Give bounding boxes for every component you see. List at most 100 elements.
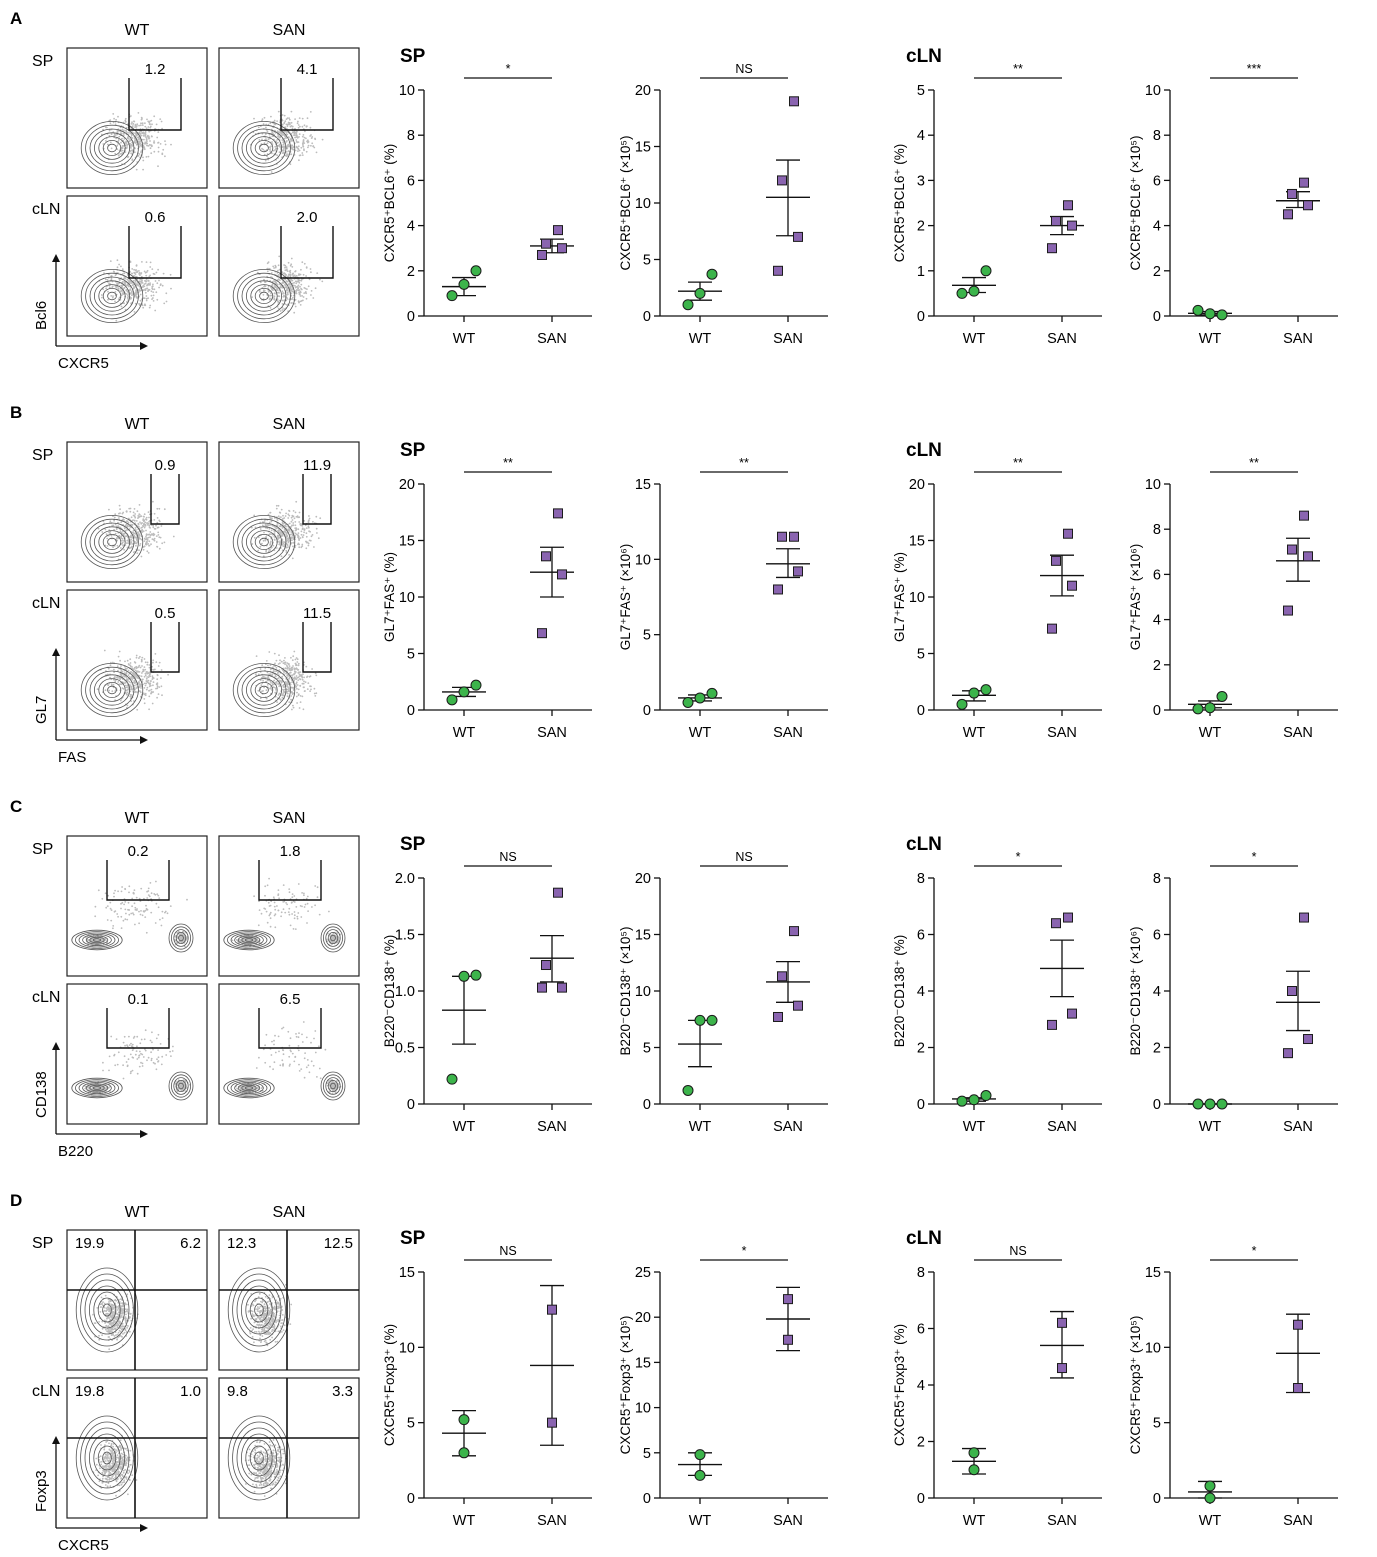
flow-event-dot <box>303 906 306 908</box>
flow-event-dot <box>155 1037 158 1040</box>
flow-event-dot <box>266 270 269 273</box>
flow-event-dot <box>298 133 301 136</box>
flow-event-dot <box>302 534 305 536</box>
flow-event-dot <box>116 544 119 547</box>
flow-event-dot <box>133 902 136 905</box>
flow-event-dot <box>257 549 260 552</box>
flow-event-dot <box>133 311 136 313</box>
gate-percentage: 0.9 <box>155 457 176 474</box>
flow-event-dot <box>281 527 284 529</box>
flow-event-dot <box>169 273 172 276</box>
flow-event-dot <box>296 915 299 918</box>
flow-event-dot <box>295 695 298 698</box>
flow-event-dot <box>138 671 141 673</box>
flow-event-dot <box>132 280 135 282</box>
flow-event-dot <box>136 1072 139 1075</box>
flow-event-dot <box>309 675 312 678</box>
flow-event-dot <box>133 889 136 891</box>
flow-event-dot <box>151 678 154 680</box>
flow-event-dot <box>165 1054 168 1056</box>
flow-event-dot <box>112 683 115 686</box>
flow-event-dot <box>120 907 122 910</box>
flow-event-dot <box>115 537 118 539</box>
flow-event-dot <box>130 687 133 690</box>
flow-event-dot <box>295 664 298 667</box>
flow-event-dot <box>109 260 112 262</box>
flow-event-dot <box>295 500 298 503</box>
flow-event-dot <box>150 691 153 693</box>
flow-event-dot <box>268 528 271 530</box>
flow-event-dot <box>160 924 163 927</box>
flow-event-dot <box>307 526 310 529</box>
flow-event-dot <box>295 134 297 137</box>
flow-event-dot <box>114 523 117 526</box>
flow-event-dot <box>119 132 122 135</box>
flow-event-dot <box>154 1062 156 1065</box>
flow-event-dot <box>281 152 284 155</box>
flow-event-dot <box>298 671 300 674</box>
flow-plot-frame <box>66 47 208 189</box>
flow-event-dot <box>149 531 152 533</box>
flow-event-dot <box>157 693 160 695</box>
flow-event-dot <box>125 520 128 522</box>
flow-event-dot <box>138 1065 141 1068</box>
flow-event-dot <box>125 510 128 513</box>
flow-event-dot <box>156 685 159 688</box>
flow-event-dot <box>123 1035 126 1038</box>
flow-event-dot <box>118 282 121 285</box>
flow-event-dot <box>109 901 112 904</box>
flow-event-dot <box>298 117 301 119</box>
flow-event-dot <box>151 288 154 291</box>
flow-event-dot <box>294 529 297 532</box>
flow-event-dot <box>269 307 272 309</box>
flow-event-dot <box>302 682 305 685</box>
flow-event-dot <box>172 535 175 538</box>
flow-event-dot <box>138 504 141 506</box>
flow-event-dot <box>152 659 155 662</box>
flow-event-dot <box>107 667 110 670</box>
flow-event-dot <box>263 116 266 119</box>
flow-event-dot <box>291 913 293 915</box>
flow-event-dot <box>272 896 275 899</box>
flow-event-dot <box>282 694 285 697</box>
flow-event-dot <box>297 662 300 665</box>
flow-event-dot <box>271 517 273 520</box>
flow-event-dot <box>135 168 138 171</box>
flow-event-dot <box>297 883 300 885</box>
flow-event-dot <box>284 657 286 659</box>
flow-event-dot <box>300 530 303 533</box>
flow-contour-ring <box>80 268 144 323</box>
flow-event-dot <box>316 886 319 889</box>
flow-event-dot <box>131 545 133 548</box>
flow-event-dot <box>309 685 311 688</box>
flow-event-dot <box>101 531 104 533</box>
flow-event-dot <box>126 659 129 662</box>
flow-event-dot <box>105 287 107 290</box>
flow-event-dot <box>161 910 164 913</box>
flow-event-dot <box>145 261 148 263</box>
flow-event-dot <box>107 298 109 301</box>
flow-event-dot <box>266 921 269 924</box>
flow-event-dot <box>310 271 312 274</box>
flow-event-dot <box>142 306 145 309</box>
flow-event-dot <box>135 271 138 274</box>
flow-event-dot <box>155 535 158 537</box>
flow-event-dot <box>134 691 137 694</box>
flow-event-dot <box>286 280 289 283</box>
flow-event-dot <box>305 535 308 538</box>
flow-event-dot <box>138 280 141 283</box>
flow-event-dot <box>149 261 152 264</box>
flow-event-dot <box>292 665 294 667</box>
flow-event-dot <box>128 507 131 510</box>
flow-contours <box>80 268 144 323</box>
flow-event-dot <box>109 907 112 910</box>
flow-event-dot <box>269 911 272 914</box>
flow-event-dot <box>153 533 155 536</box>
flow-event-dot <box>143 540 146 542</box>
flow-event-dot <box>277 301 280 304</box>
flow-event-dot <box>128 1044 131 1046</box>
flow-event-dot <box>290 110 293 113</box>
flow-event-dot <box>321 138 324 141</box>
flow-plot-frame <box>218 441 360 583</box>
flow-event-dot <box>115 118 117 121</box>
